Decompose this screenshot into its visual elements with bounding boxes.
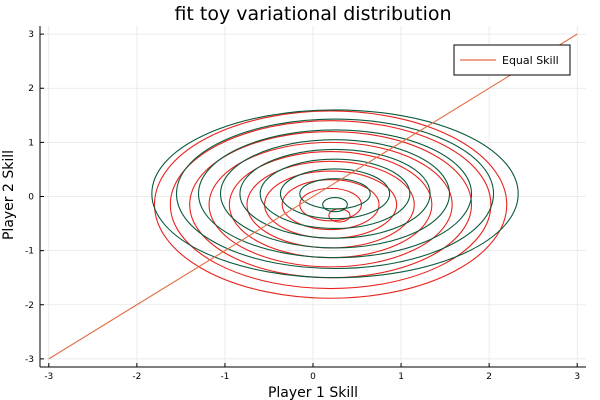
y-axis-label: Player 2 Skill xyxy=(1,150,17,240)
chart-title: fit toy variational distribution xyxy=(174,3,451,25)
target-contour xyxy=(208,141,453,268)
y-tick-label: 2 xyxy=(28,84,34,94)
contour-layer xyxy=(151,109,519,299)
legend-label-equal-skill: Equal Skill xyxy=(502,54,559,67)
x-tick-label: -3 xyxy=(44,372,53,382)
fitted-contour xyxy=(151,109,519,279)
fitted-contour xyxy=(175,118,495,270)
target-contour xyxy=(228,151,433,259)
y-tick-label: -2 xyxy=(25,301,34,311)
x-tick-label: 3 xyxy=(574,372,580,382)
target-contour xyxy=(153,110,508,299)
legend: Equal Skill xyxy=(453,44,571,76)
y-tick-label: -3 xyxy=(25,355,34,365)
fitted-contour xyxy=(239,148,431,239)
fitted-contour xyxy=(197,129,473,259)
y-tick-label: 3 xyxy=(28,30,34,40)
tick-labels: -3 -2 -1 0 1 2 3 -3 -2 -1 0 1 2 3 xyxy=(25,30,580,382)
x-tick-label: 0 xyxy=(310,372,316,382)
axes-frame xyxy=(39,26,586,368)
target-contour xyxy=(189,130,473,279)
target-contour xyxy=(281,179,380,231)
x-tick-label: -1 xyxy=(220,372,229,382)
fitted-contour xyxy=(322,197,348,213)
y-tick-label: 0 xyxy=(28,193,34,203)
x-axis-label: Player 1 Skill xyxy=(268,385,358,400)
fitted-contour xyxy=(219,139,451,249)
x-tick-label: -2 xyxy=(132,372,141,382)
grid xyxy=(40,26,586,367)
x-tick-label: 1 xyxy=(398,372,404,382)
equal-skill-line xyxy=(48,33,578,360)
y-tick-label: 1 xyxy=(28,138,34,148)
target-contour xyxy=(169,120,492,290)
fitted-contour xyxy=(299,178,371,210)
fitted-contour xyxy=(259,158,411,229)
x-tick-label: 2 xyxy=(486,372,492,382)
fitted-contour xyxy=(279,168,391,220)
y-tick-label: -1 xyxy=(25,247,34,257)
equal-skill-layer xyxy=(48,33,578,360)
